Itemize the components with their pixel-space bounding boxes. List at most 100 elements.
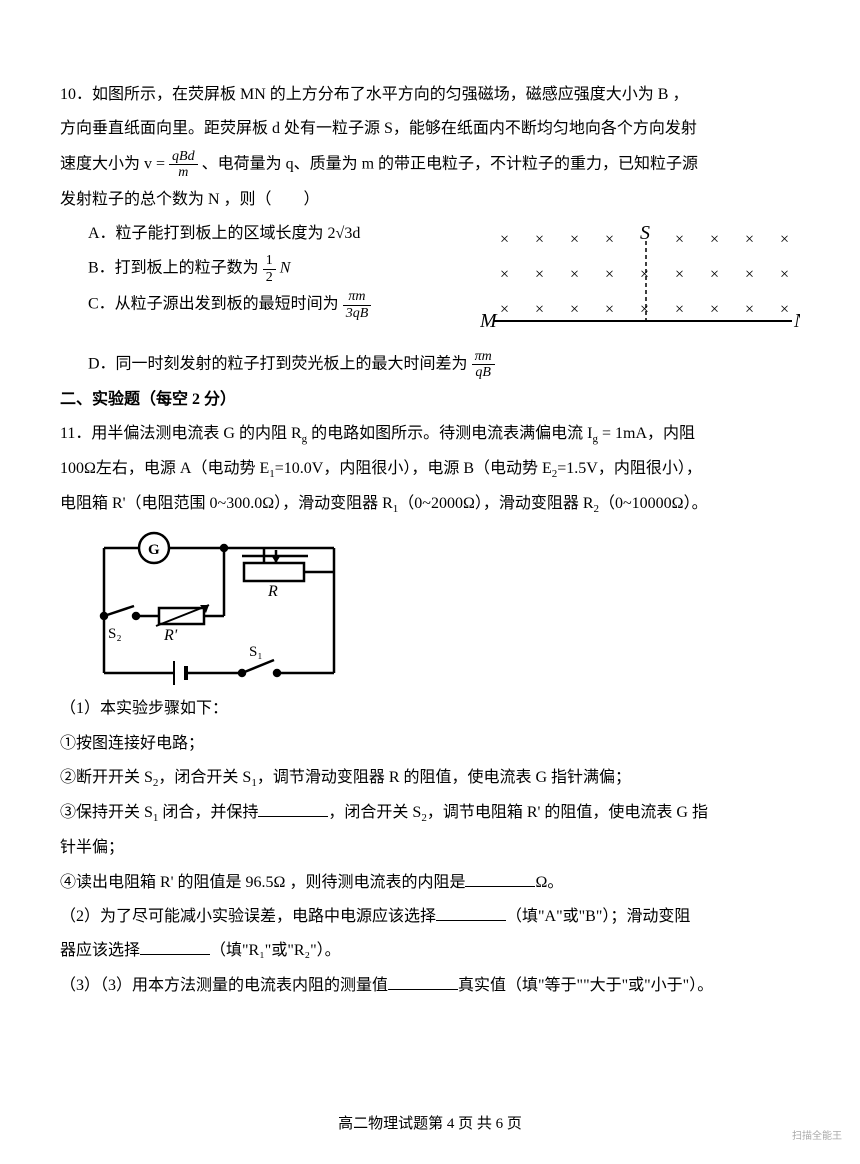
- blank-compare: [388, 974, 458, 990]
- q10-stem3a: 速度大小为 v =: [60, 155, 165, 172]
- svg-text:×: ×: [710, 266, 719, 283]
- blank-rheostat: [140, 939, 210, 955]
- q10-optD-a: D．同一时刻发射的粒子打到荧光板上的最大时间差为: [88, 356, 468, 373]
- q10-optB-num: 1: [263, 253, 276, 269]
- svg-text:S₁: S₁: [249, 644, 263, 660]
- svg-text:×: ×: [745, 266, 754, 283]
- q10-optB-b: N: [280, 260, 291, 277]
- q10-frac-den: m: [169, 165, 198, 180]
- q11-stem-line1: 11．用半偏法测电流表 G 的内阻 Rg 的电路如图所示。待测电流表满偏电流 I…: [60, 419, 800, 450]
- svg-text:×: ×: [535, 301, 544, 318]
- section-2-title: 二、实验题（每空 2 分）: [60, 385, 800, 415]
- circuit-svg: G R S₂ R': [64, 528, 364, 688]
- svg-text:R: R: [267, 583, 278, 600]
- q10-optD-frac: πm qB: [472, 349, 495, 381]
- svg-text:×: ×: [675, 231, 684, 248]
- q10-stem3b: 、电荷量为 q、质量为 m 的带正电粒子，不计粒子的重力，已知粒子源: [202, 155, 698, 172]
- q11-stem1b: 的电路如图所示。待测电流表满偏电流 I: [307, 425, 592, 442]
- q11-p3a: （3）（3）用本方法测量的电流表内阻的测量值: [60, 977, 388, 994]
- q10-options-block: A．粒子能打到板上的区域长度为 2√3d B．打到板上的粒子数为 1 2 N C…: [60, 219, 800, 349]
- q11-step3e: 针半偏；: [60, 833, 800, 863]
- blank-source: [436, 905, 506, 921]
- q10-optB-frac: 1 2: [263, 253, 276, 285]
- svg-text:×: ×: [745, 301, 754, 318]
- svg-text:S₂: S₂: [108, 626, 122, 642]
- page-footer: 高二物理试题第 4 页 共 6 页: [0, 1110, 860, 1139]
- q10-optC-frac: πm 3qB: [343, 289, 372, 321]
- q10-options-col: A．粒子能打到板上的区域长度为 2√3d B．打到板上的粒子数为 1 2 N C…: [60, 219, 470, 325]
- svg-text:×: ×: [710, 231, 719, 248]
- magnetic-field-svg: ×××× ×××× S ×××× ××××× ×××× ××××× M N: [480, 219, 800, 349]
- q10-stem-line4: 发射粒子的总个数为 N ，则（ ）: [60, 185, 800, 215]
- q10-optD: D．同一时刻发射的粒子打到荧光板上的最大时间差为 πm qB: [60, 349, 800, 381]
- q10-optB-a: B．打到板上的粒子数为: [88, 260, 259, 277]
- q11-p3: （3）（3）用本方法测量的电流表内阻的测量值 真实值（填"等于""大于"或"小于"…: [60, 971, 800, 1001]
- q11-step0: （1）本实验步骤如下：: [60, 694, 800, 724]
- q11-p2c: 器应该选择: [60, 942, 140, 959]
- svg-text:×: ×: [710, 301, 719, 318]
- q11-stem1a: 用半偏法测电流表 G 的内阻 R: [91, 425, 301, 442]
- q10-optD-den: qB: [472, 365, 495, 380]
- q10-stem1: 如图所示，在荧屏板 MN 的上方分布了水平方向的匀强磁场，磁感应强度大小为 B …: [92, 86, 688, 103]
- q10-optC: C．从粒子源出发到板的最短时间为 πm 3qB: [60, 289, 470, 321]
- q10-velocity-fraction: qBd m: [169, 149, 198, 181]
- q10-optD-num: πm: [472, 349, 495, 365]
- q11-number: 11．: [60, 425, 91, 442]
- q10-optC-den: 3qB: [343, 306, 372, 321]
- q11-p3b: 真实值（填"等于""大于"或"小于"）。: [458, 977, 713, 994]
- svg-text:×: ×: [640, 266, 649, 283]
- svg-text:×: ×: [500, 231, 509, 248]
- q11-circuit-diagram: G R S₂ R': [64, 528, 800, 688]
- q11-step3a: ③保持开关 S: [60, 804, 153, 821]
- q11-stem2a: 100Ω左右，电源 A（电动势 E: [60, 460, 269, 477]
- svg-text:×: ×: [570, 301, 579, 318]
- svg-text:×: ×: [780, 231, 789, 248]
- svg-text:×: ×: [675, 301, 684, 318]
- q10-number: 10．: [60, 86, 92, 103]
- q10-optB: B．打到板上的粒子数为 1 2 N: [60, 253, 470, 285]
- svg-text:×: ×: [570, 231, 579, 248]
- blank-keep: [258, 801, 328, 817]
- q11-step3b: 闭合，并保持: [158, 804, 258, 821]
- svg-text:×: ×: [535, 231, 544, 248]
- svg-text:R': R': [163, 627, 178, 644]
- q11-stem3a: 电阻箱 R'（电阻范围 0~300.0Ω），滑动变阻器 R: [60, 495, 393, 512]
- q10-optC-a: C．从粒子源出发到板的最短时间为: [88, 296, 339, 313]
- q11-p2-line1: （2）为了尽可能减小实验误差，电路中电源应该选择（填"A"或"B"）；滑动变阻: [60, 902, 800, 932]
- svg-text:×: ×: [500, 266, 509, 283]
- watermark: 扫描全能王: [792, 1127, 842, 1146]
- q11-step3d: ，调节电阻箱 R' 的阻值，使电流表 G 指: [427, 804, 708, 821]
- q11-p2d: （填"R₁"或"R₂"）。: [210, 942, 341, 959]
- q10-optB-den: 2: [263, 270, 276, 285]
- svg-text:M: M: [480, 310, 498, 332]
- q11-stem2b: =10.0V，内阻很小），电源 B（电动势 E: [275, 460, 552, 477]
- q10-optC-num: πm: [343, 289, 372, 305]
- q10-stem-line3: 速度大小为 v = qBd m 、电荷量为 q、质量为 m 的带正电粒子，不计粒…: [60, 149, 800, 181]
- q11-step2b: ，闭合开关 S: [158, 769, 251, 786]
- svg-text:×: ×: [675, 266, 684, 283]
- q11-step2c: ，调节滑动变阻器 R 的阻值，使电流表 G 指针满偏；: [257, 769, 631, 786]
- q10-frac-num: qBd: [169, 149, 198, 165]
- svg-text:×: ×: [745, 231, 754, 248]
- svg-text:×: ×: [535, 266, 544, 283]
- svg-text:S: S: [640, 222, 650, 244]
- svg-text:×: ×: [780, 301, 789, 318]
- q11-step4: ④读出电阻箱 R' 的阻值是 96.5Ω ，则待测电流表的内阻是 Ω。: [60, 868, 800, 898]
- svg-text:N: N: [793, 310, 800, 332]
- q10-optA: A．粒子能打到板上的区域长度为 2√3d: [60, 219, 470, 249]
- svg-text:×: ×: [500, 301, 509, 318]
- q10-stem-line2: 方向垂直纸面向里。距荧屏板 d 处有一粒子源 S，能够在纸面内不断均匀地向各个方…: [60, 114, 800, 144]
- q11-step1: ①按图连接好电路；: [60, 729, 800, 759]
- blank-resistance: [465, 871, 535, 887]
- q10-field-diagram: ×××× ×××× S ×××× ××××× ×××× ××××× M N: [470, 219, 800, 349]
- svg-text:×: ×: [640, 301, 649, 318]
- q11-step4a: ④读出电阻箱 R' 的阻值是 96.5Ω ，则待测电流表的内阻是: [60, 874, 465, 891]
- svg-text:×: ×: [605, 266, 614, 283]
- svg-text:G: G: [148, 542, 160, 558]
- q11-step4b: Ω。: [535, 874, 563, 891]
- q11-stem1c: = 1mA，内阻: [598, 425, 695, 442]
- q11-p2-line2: 器应该选择 （填"R₁"或"R₂"）。: [60, 936, 800, 966]
- q11-step2: ②断开开关 S2，闭合开关 S1，调节滑动变阻器 R 的阻值，使电流表 G 指针…: [60, 763, 800, 794]
- q11-p2b: （填"A"或"B"）；滑动变阻: [506, 908, 690, 925]
- q10-stem-line1: 10．如图所示，在荧屏板 MN 的上方分布了水平方向的匀强磁场，磁感应强度大小为…: [60, 80, 800, 110]
